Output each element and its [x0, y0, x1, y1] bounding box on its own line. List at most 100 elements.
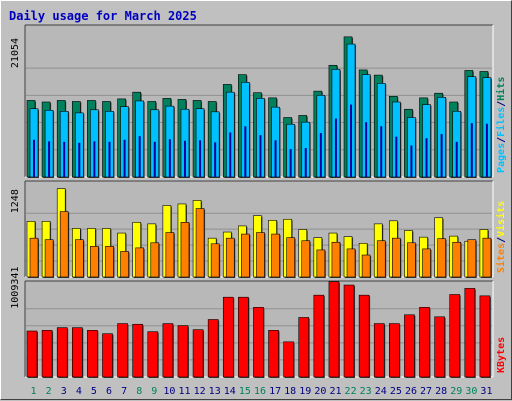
- sites-bar: [346, 248, 356, 278]
- sites-bar: [361, 254, 371, 278]
- sites-bar: [301, 240, 311, 278]
- pages-bar: [289, 149, 292, 177]
- pages-bar: [33, 139, 35, 177]
- pages-bar: [138, 136, 141, 177]
- pages-bar: [410, 145, 413, 177]
- sites-bar: [150, 242, 160, 278]
- x-tick-label: 3: [61, 386, 67, 397]
- sites-bar: [135, 247, 144, 278]
- sites-bar: [316, 249, 326, 278]
- x-tick-label: 16: [254, 386, 266, 397]
- kbytes-bar: [71, 327, 83, 378]
- x-tick-label: 21: [329, 386, 341, 397]
- sites-bar: [331, 241, 341, 278]
- kbytes-bar: [479, 295, 491, 378]
- middle-legend-separator: /: [496, 237, 507, 243]
- pages-bar: [319, 133, 322, 177]
- top-legend: Pages/Files/Hits: [495, 77, 507, 173]
- kbytes-bar: [162, 323, 174, 378]
- middle-legend-visits: Visits: [495, 201, 507, 237]
- x-tick-label: 14: [224, 386, 236, 397]
- pages-bar: [304, 148, 307, 177]
- pages-bar: [380, 126, 383, 177]
- kbytes-bar: [298, 317, 310, 378]
- pages-bar: [214, 142, 217, 177]
- sites-bar: [482, 237, 492, 278]
- sites-bar: [225, 237, 235, 278]
- pages-bar: [395, 136, 398, 177]
- pages-bar: [78, 142, 81, 177]
- x-tick-label: 12: [194, 386, 206, 397]
- kbytes-bar: [328, 281, 340, 378]
- pages-bar: [244, 126, 247, 177]
- x-tick-label: 19: [299, 386, 311, 397]
- sites-bar: [467, 239, 477, 278]
- kbytes-bar: [389, 323, 400, 378]
- x-tick-label: 4: [76, 386, 82, 397]
- kbytes-bar: [117, 323, 128, 378]
- pages-bar: [455, 141, 458, 177]
- pages-bar: [108, 141, 111, 177]
- kbytes-bar: [464, 288, 476, 378]
- kbytes-bar: [434, 316, 445, 378]
- pages-bar: [183, 140, 186, 177]
- kbytes-bar: [404, 314, 415, 378]
- top-y-tick-label: 21054: [10, 38, 21, 68]
- kbytes-bar: [313, 294, 325, 378]
- x-tick-label: 7: [121, 386, 127, 397]
- top-legend-separator: /: [496, 101, 507, 107]
- x-tick-label: 10: [163, 386, 175, 397]
- kbytes-bar: [268, 330, 279, 378]
- x-tick-label: 31: [480, 386, 492, 397]
- pages-bar: [485, 123, 488, 177]
- kbytes-bar: [192, 329, 204, 378]
- pages-bar: [334, 118, 337, 177]
- sites-bar: [29, 237, 39, 278]
- x-tick-label: 26: [405, 386, 417, 397]
- pages-bar: [259, 135, 262, 177]
- bottom-legend-kbytes: KBytes: [496, 337, 507, 373]
- x-tick-label: 30: [465, 386, 477, 397]
- x-tick-label: 2: [46, 386, 52, 397]
- pages-bar: [470, 123, 473, 177]
- sites-bar: [256, 232, 265, 278]
- kbytes-bar: [283, 341, 294, 378]
- top-legend-separator: /: [496, 137, 507, 143]
- sites-bar: [452, 241, 462, 278]
- sites-bar: [407, 242, 416, 278]
- x-tick-label: 24: [375, 386, 387, 397]
- kbytes-bar: [207, 319, 219, 378]
- x-tick-label: 18: [284, 386, 296, 397]
- x-tick-label: 17: [269, 386, 281, 397]
- x-tick-label: 6: [106, 386, 112, 397]
- kbytes-bar: [222, 296, 234, 378]
- x-tick-label: 8: [136, 386, 142, 397]
- sites-bar: [105, 246, 114, 278]
- pages-bar: [229, 132, 232, 177]
- chart-title: Daily usage for March 2025: [9, 9, 197, 23]
- kbytes-bar: [102, 333, 113, 378]
- kbytes-bar: [343, 284, 355, 378]
- x-tick-label: 23: [360, 386, 372, 397]
- kbytes-bar: [147, 331, 159, 378]
- middle-y-tick-label: 1248: [10, 189, 21, 213]
- pages-bar: [168, 139, 171, 177]
- sites-bar: [437, 238, 446, 278]
- sites-bar: [271, 233, 280, 278]
- pages-bar: [48, 141, 51, 177]
- kbytes-bar: [41, 330, 53, 378]
- sites-bar: [180, 222, 190, 278]
- kbytes-bar: [56, 327, 68, 378]
- pages-bar: [123, 139, 126, 177]
- sites-bar: [376, 240, 386, 278]
- x-tick-label: 22: [345, 386, 357, 397]
- x-tick-label: 28: [435, 386, 447, 397]
- x-tick-label: 27: [420, 386, 432, 397]
- x-tick-label: 25: [390, 386, 402, 397]
- x-tick-label: 9: [151, 386, 157, 397]
- kbytes-bar: [177, 325, 189, 378]
- kbytes-bar: [238, 296, 249, 378]
- kbytes-bar: [26, 330, 38, 378]
- kbytes-bar: [373, 323, 385, 378]
